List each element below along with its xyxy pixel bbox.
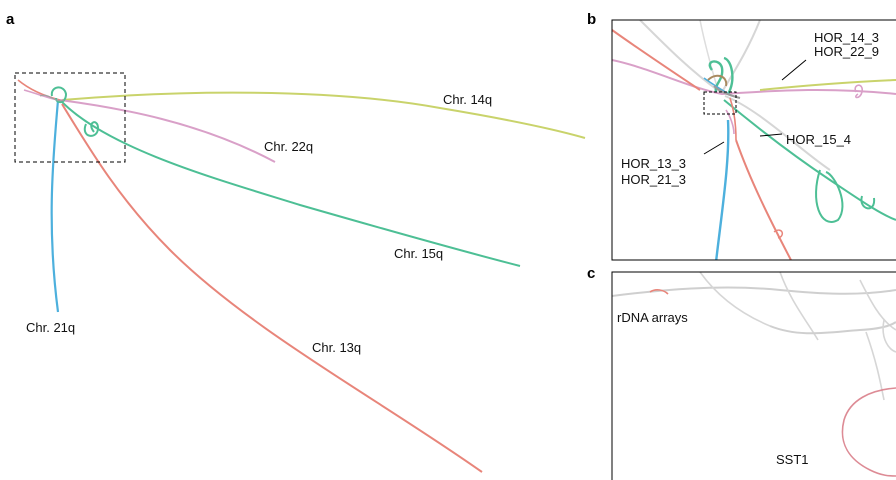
leader-hor13	[703, 141, 725, 155]
label-rdna: rDNA arrays	[617, 310, 688, 325]
panel-c-frame	[611, 271, 896, 480]
label-hor22: HOR_22_9	[814, 44, 879, 59]
panel-c-letter: c	[587, 265, 595, 282]
panel-b-graph	[612, 20, 896, 260]
zoom-box-a	[14, 72, 126, 163]
panel-c: c rDNA arrays SST1	[587, 265, 896, 480]
zoom-box-b	[703, 91, 737, 115]
label-chr21: Chr. 21q	[26, 320, 75, 335]
label-hor15: HOR_15_4	[786, 132, 851, 147]
panel-b: b	[587, 11, 896, 261]
panel-b-letter: b	[587, 11, 596, 28]
panel-c-graph	[612, 272, 896, 477]
leader-hor15	[759, 133, 783, 137]
label-hor14: HOR_14_3	[814, 30, 879, 45]
chr22-path	[59, 99, 276, 163]
label-hor21: HOR_21_3	[621, 172, 686, 187]
label-chr22: Chr. 22q	[264, 139, 313, 154]
label-sst1: SST1	[776, 452, 809, 467]
panel-a-letter: a	[6, 11, 15, 28]
chr15-loop	[83, 121, 100, 137]
label-hor13: HOR_13_3	[621, 156, 686, 171]
chr14-path	[61, 91, 586, 139]
label-chr15: Chr. 15q	[394, 246, 443, 261]
panel-b-frame	[611, 19, 896, 261]
label-chr14: Chr. 14q	[443, 92, 492, 107]
leader-hor14	[781, 59, 807, 81]
chr13-path	[61, 103, 483, 473]
chr21-path	[50, 99, 60, 313]
chr15-path	[61, 101, 521, 267]
panel-a-knot	[17, 79, 68, 104]
label-chr13: Chr. 13q	[312, 340, 361, 355]
panel-a: a Chr. 14q Chr. 22q Chr. 15q Chr. 21q Ch…	[6, 11, 586, 473]
